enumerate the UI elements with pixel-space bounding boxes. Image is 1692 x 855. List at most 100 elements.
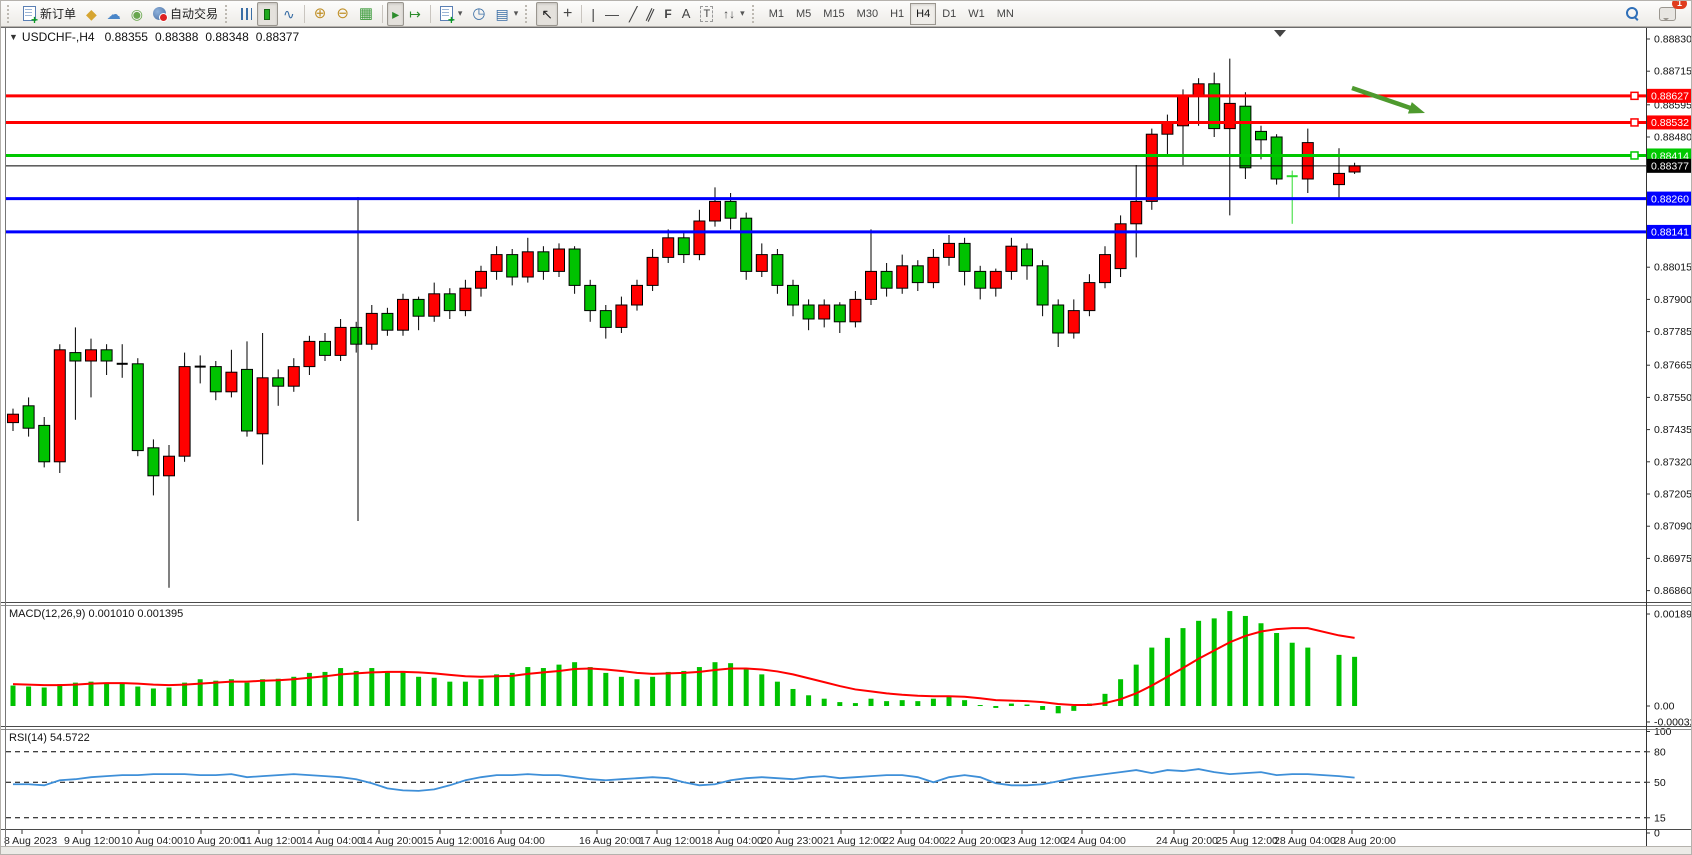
search-icon: [1626, 7, 1639, 20]
market-depth-button[interactable]: ◆: [81, 2, 102, 26]
template-icon: ▤: [495, 5, 509, 22]
cursor-tool-button[interactable]: ↖: [536, 1, 558, 26]
candles: [7, 58, 1361, 588]
trendline-tool-button[interactable]: ╱: [624, 2, 642, 26]
svg-text:21 Aug 12:00: 21 Aug 12:00: [823, 835, 885, 847]
new-order-icon: +: [23, 6, 38, 26]
svg-text:80: 80: [1654, 746, 1666, 758]
horizontal-line-tool-button[interactable]: —: [600, 2, 624, 26]
new-order-button[interactable]: + 新订单: [18, 2, 81, 26]
timeframe-button-M15[interactable]: M15: [823, 7, 845, 20]
auto-scroll-button[interactable]: ▸: [387, 1, 405, 26]
vertical-line-tool-button[interactable]: |: [586, 2, 600, 26]
svg-text:10 Aug 20:00: 10 Aug 20:00: [183, 835, 245, 847]
svg-text:0: 0: [1654, 828, 1660, 840]
svg-text:22 Aug 20:00: 22 Aug 20:00: [944, 835, 1006, 847]
new-order-label: 新订单: [40, 7, 77, 21]
auto-scroll-icon: ▸: [392, 5, 400, 22]
search-button[interactable]: [1621, 2, 1644, 26]
trend-arrow[interactable]: [1351, 85, 1425, 114]
status-bar: [1, 846, 1691, 854]
chevron-down-icon: ▾: [457, 8, 463, 18]
svg-text:18 Aug 04:00: 18 Aug 04:00: [701, 835, 763, 847]
svg-text:24 Aug 04:00: 24 Aug 04:00: [1064, 835, 1126, 847]
toolbar-grip[interactable]: [525, 4, 531, 23]
tile-windows-button[interactable]: ▦: [354, 2, 378, 26]
svg-text:8 Aug 2023: 8 Aug 2023: [4, 835, 57, 847]
vertical-line-icon: |: [591, 5, 595, 22]
indicators-add-icon: +: [439, 6, 455, 26]
crosshair-icon: +: [563, 4, 573, 22]
svg-text:14 Aug 20:00: 14 Aug 20:00: [361, 835, 423, 847]
timeframe-button-MN[interactable]: MN: [996, 7, 1014, 20]
trendline-icon: ╱: [628, 5, 638, 22]
bar-chart-icon: [241, 7, 253, 20]
chart-shift-button[interactable]: ↦: [404, 2, 426, 26]
chart-shift-marker[interactable]: [1274, 30, 1286, 37]
notifications-button[interactable]: 1: [1654, 1, 1687, 26]
svg-text:0.87550: 0.87550: [1654, 392, 1692, 404]
candlestick-chart-button[interactable]: [257, 1, 279, 26]
svg-text:28 Aug 04:00: 28 Aug 04:00: [1274, 835, 1336, 847]
arrows-tool-button[interactable]: ↑↓ ▾: [718, 2, 750, 26]
zoom-out-button[interactable]: ⊖: [331, 2, 354, 26]
zoom-in-button[interactable]: ⊕: [309, 2, 332, 26]
main-toolbar: + 新订单 ◆ ☁ ◉ 自动交易 ∿ ⊕ ⊖: [1, 1, 1691, 27]
svg-text:0.88830: 0.88830: [1654, 34, 1692, 46]
notification-badge: 1: [1672, 1, 1687, 9]
svg-text:0.88377: 0.88377: [1651, 161, 1689, 173]
svg-text:0.00189: 0.00189: [1654, 609, 1692, 621]
periods-button[interactable]: ◷: [467, 2, 490, 26]
toolbar-grip[interactable]: [751, 4, 758, 23]
svg-text:0.86860: 0.86860: [1654, 585, 1692, 597]
svg-text:0.88141: 0.88141: [1651, 227, 1689, 239]
timeframe-button-M1[interactable]: M1: [768, 7, 784, 20]
svg-text:16 Aug 20:00: 16 Aug 20:00: [579, 835, 641, 847]
fibonacci-tool-button[interactable]: F: [659, 2, 676, 26]
current-price-line: 0.88377: [6, 158, 1691, 173]
templates-button[interactable]: ▤ ▾: [491, 2, 524, 26]
autotrading-icon: [153, 7, 169, 22]
timeframe-button-H1[interactable]: H1: [890, 7, 905, 20]
text-tool-button[interactable]: A: [677, 2, 696, 26]
svg-text:15 Aug 12:00: 15 Aug 12:00: [422, 835, 484, 847]
label-tool-button[interactable]: T: [695, 2, 718, 26]
tile-windows-icon: ▦: [358, 4, 374, 22]
text-label-icon: T: [700, 5, 714, 22]
svg-text:23 Aug 12:00: 23 Aug 12:00: [1004, 835, 1066, 847]
timeframe-button-W1[interactable]: W1: [968, 7, 985, 20]
timeframe-button-M5[interactable]: M5: [795, 7, 812, 20]
line-chart-icon: ∿: [283, 5, 295, 22]
channel-tool-button[interactable]: ∥: [642, 2, 659, 26]
svg-text:14 Aug 04:00: 14 Aug 04:00: [301, 835, 363, 847]
signals-button[interactable]: ◉: [126, 2, 148, 26]
svg-text:0.88260: 0.88260: [1651, 193, 1689, 205]
svg-text:0.88627: 0.88627: [1651, 91, 1689, 103]
chevron-down-icon: ▾: [513, 8, 519, 18]
toolbar-grip[interactable]: [7, 4, 13, 23]
zoom-in-icon: ⊕: [313, 4, 327, 22]
chart-shift-icon: ↦: [409, 5, 421, 22]
timeframe-toolbar: M1 M5 M15 M30 H1 H4 D1 W1 MN: [763, 2, 1020, 25]
timeframe-button-M30[interactable]: M30: [856, 7, 879, 20]
one-click-trading-expander[interactable]: ▼: [9, 32, 18, 42]
svg-text:0.88532: 0.88532: [1651, 117, 1689, 129]
toolbar-grip[interactable]: [225, 4, 231, 23]
chevron-down-icon: ▾: [740, 8, 745, 18]
mql5-community-button[interactable]: ☁: [102, 2, 126, 26]
horizontal-line-icon: —: [604, 5, 619, 22]
cloud-icon: ☁: [106, 5, 121, 22]
timeframe-button-H4[interactable]: H4: [910, 2, 937, 25]
timeframe-button-D1[interactable]: D1: [942, 7, 957, 20]
bar-chart-button[interactable]: [236, 2, 257, 26]
svg-text:0.00: 0.00: [1654, 701, 1675, 713]
line-chart-button[interactable]: ∿: [278, 2, 300, 26]
crosshair-tool-button[interactable]: +: [558, 2, 577, 26]
indicators-button[interactable]: + ▾: [435, 2, 468, 26]
autotrading-button[interactable]: 自动交易: [148, 2, 223, 26]
svg-text:-0.000328: -0.000328: [1654, 716, 1692, 728]
svg-text:0.87320: 0.87320: [1654, 456, 1692, 468]
